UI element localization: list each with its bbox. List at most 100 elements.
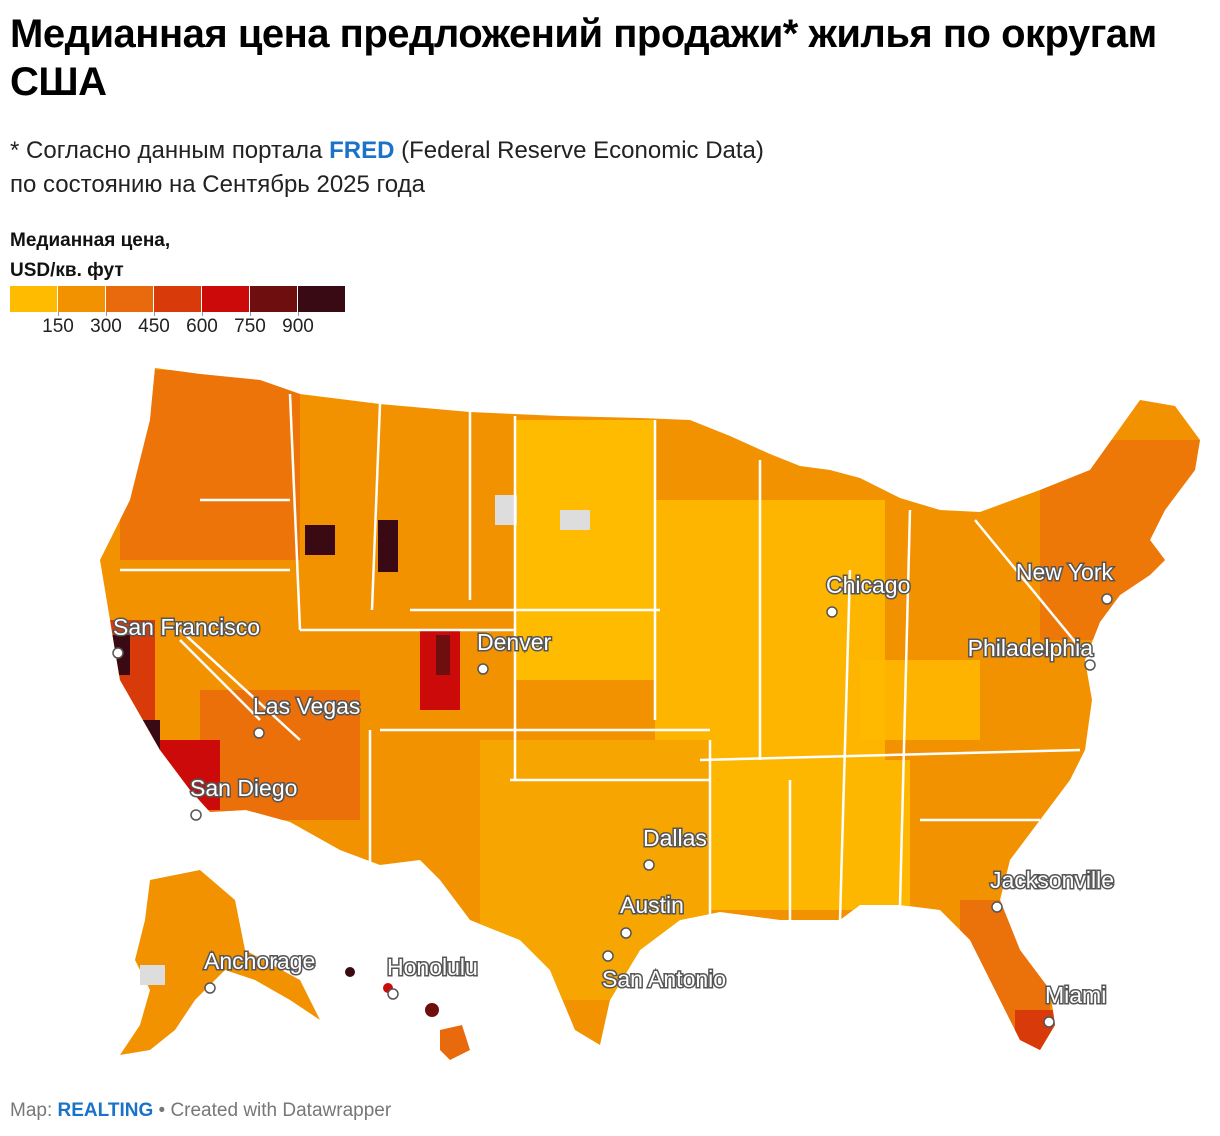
region-northeast [1040,440,1200,640]
legend-swatch [298,286,345,312]
legend-tick-label: 750 [234,316,266,337]
legend-swatch [202,286,249,312]
city-marker[interactable]: San Diego [189,774,299,821]
legend-tick-label: 450 [138,316,170,337]
legend-tick-label: 600 [186,316,218,337]
state-borders [120,393,1091,921]
region-sun-valley [305,525,335,555]
city-marker[interactable]: San Antonio [601,950,728,994]
city-dot [602,950,614,962]
legend-tick-mark [250,312,251,316]
legend-tick-mark [154,312,155,316]
city-label: Denver [477,629,551,655]
hawaii-island-kauai [345,967,355,977]
city-dot [826,606,838,618]
city-marker[interactable]: New York [1014,558,1115,605]
us-county-map[interactable]: San Francisco Las Vegas San Diego Denver Chi… [0,360,1220,1095]
city-markers: San Francisco Las Vegas San Diego Denver Chi… [112,558,1116,1028]
legend-title-line-1: Медианная цена, [10,230,171,251]
legend-swatch [106,286,153,312]
city-dot [1043,1016,1055,1028]
region-midwest [655,500,885,760]
city-dot [1084,659,1096,671]
city-marker[interactable]: Philadelphia [966,634,1096,671]
alaska [120,870,320,1055]
subtitle-prefix: * Согласно данным портала [10,137,323,164]
city-marker[interactable]: Dallas [642,824,708,871]
fred-link[interactable]: FRED [329,137,395,164]
city-dot [190,809,202,821]
city-marker[interactable]: Austin [619,891,685,939]
city-dot [387,988,399,1000]
region-great-plains [515,420,655,680]
legend-tick-label: 150 [42,316,74,337]
city-marker[interactable]: Honolulu [386,953,479,1000]
city-dot [204,982,216,994]
city-label: San Francisco [113,614,260,640]
city-marker[interactable]: San Francisco [112,613,262,659]
city-dot [620,927,632,939]
legend-swatch [58,286,105,312]
city-marker[interactable]: Miami [1043,981,1108,1028]
region-los-angeles [130,720,160,750]
region-jackson-hole [378,520,398,572]
city-label: San Antonio [602,966,726,992]
legend-tick-label: 900 [282,316,314,337]
city-label: New York [1016,559,1114,585]
city-label: Austin [620,892,684,918]
chart-title: Медианная цена предложений продажи* жиль… [10,12,1157,104]
city-dot [253,727,265,739]
city-marker[interactable]: Chicago [825,571,912,618]
legend-swatch [250,286,297,312]
footer-suffix: • Created with Datawrapper [158,1100,392,1121]
legend-swatch [10,286,57,312]
hawaii-island-maui [425,1003,439,1017]
region-appalachia [860,660,980,740]
city-marker[interactable]: Anchorage [203,947,317,994]
city-marker[interactable]: Las Vegas [252,692,362,739]
legend-tick-mark [58,312,59,316]
city-marker[interactable]: Jacksonville [989,866,1116,913]
city-label: Miami [1045,982,1106,1008]
city-label: Dallas [643,825,707,851]
legend-swatch [154,286,201,312]
city-dot [643,859,655,871]
city-label: San Diego [190,775,297,801]
region-southwest [200,690,360,820]
region-no-data-1 [495,495,517,525]
subtitle-line-1: * Согласно данным портала FRED (Federal … [10,134,764,168]
city-label: Las Vegas [253,693,360,719]
footer: Map: REALTING • Created with Datawrapper [10,1100,391,1122]
footer-prefix: Map: [10,1100,53,1121]
footer-brand-link[interactable]: REALTING [57,1100,154,1121]
region-south [710,760,910,910]
hawaii-island-big-island [440,1025,470,1060]
city-dot [112,647,124,659]
region-no-data-2 [560,510,590,530]
region-aspen [436,635,450,675]
chart-subtitle: * Согласно данным портала FRED (Federal … [10,134,764,202]
hawaii [345,967,470,1060]
legend-tick-mark [106,312,107,316]
legend-tick-label: 300 [90,316,122,337]
city-dot [991,901,1003,913]
city-label: Honolulu [387,954,478,980]
city-marker[interactable]: Denver [476,628,553,675]
legend-tick-mark [202,312,203,316]
city-label: Philadelphia [968,635,1094,661]
legend-color-scale [10,286,346,312]
city-label: Chicago [826,572,910,598]
legend-title-line-2: USD/кв. фут [10,260,124,281]
legend-tick-mark [298,312,299,316]
city-label: Anchorage [204,948,315,974]
city-dot [1101,593,1113,605]
city-dot [477,663,489,675]
legend-title: Медианная цена, USD/кв. фут [10,226,170,286]
city-label: Jacksonville [990,867,1114,893]
subtitle-line-2: по состоянию на Сентябрь 2025 года [10,171,425,198]
subtitle-suffix: (Federal Reserve Economic Data) [401,137,764,164]
legend-ticks: 150 300 450 600 750 900 [10,312,350,340]
region-pacific-northwest [120,370,300,560]
alaska-no-data [140,965,165,985]
alaska-shape [120,870,320,1055]
